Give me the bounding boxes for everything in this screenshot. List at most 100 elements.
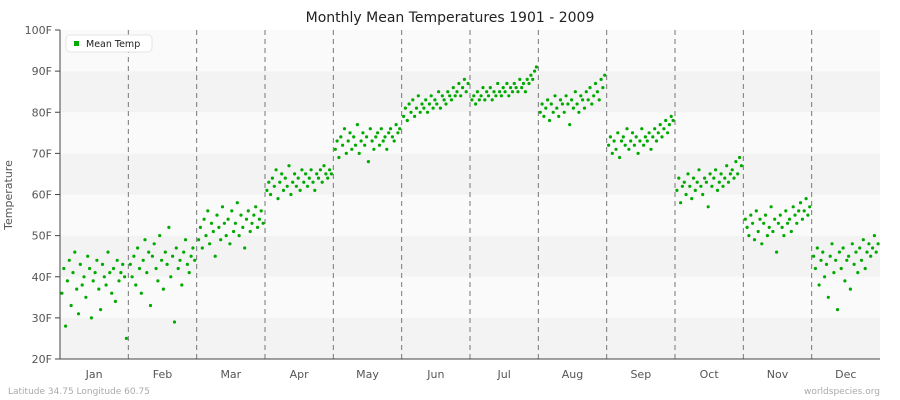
data-point — [457, 81, 461, 86]
data-point — [479, 94, 483, 98]
x-tick-label: Apr — [290, 368, 310, 381]
data-point — [200, 246, 204, 250]
data-point — [638, 139, 642, 143]
data-point — [413, 114, 417, 118]
source-link[interactable]: worldspecies.org — [804, 387, 880, 397]
data-point — [176, 266, 180, 271]
data-point — [571, 106, 576, 110]
y-tick-label: 80F — [32, 106, 52, 119]
data-point — [481, 86, 485, 90]
data-point — [664, 118, 668, 123]
data-point — [78, 262, 82, 266]
data-point — [581, 98, 585, 102]
data-point — [156, 279, 160, 283]
data-point — [501, 86, 505, 90]
data-point — [350, 147, 354, 151]
data-point — [324, 172, 328, 176]
data-point — [437, 90, 441, 94]
data-point — [521, 81, 526, 86]
data-point — [348, 131, 352, 135]
data-point — [396, 131, 400, 135]
data-point — [73, 250, 77, 254]
data-point — [490, 98, 494, 102]
chart-title: Monthly Mean Temperatures 1901 - 2009 — [306, 10, 595, 26]
data-point — [80, 283, 84, 287]
data-point — [557, 114, 561, 118]
data-point — [518, 77, 522, 81]
data-point — [710, 184, 714, 188]
data-point — [352, 135, 356, 139]
data-point — [824, 262, 829, 266]
data-point — [516, 90, 520, 94]
data-point — [246, 209, 250, 213]
data-point — [65, 279, 69, 283]
data-point — [492, 90, 496, 94]
data-point — [845, 258, 849, 262]
data-point — [586, 98, 590, 102]
data-point — [662, 127, 666, 131]
data-point — [695, 180, 699, 184]
data-point — [464, 90, 468, 94]
data-point — [763, 213, 768, 217]
data-point — [651, 135, 655, 139]
data-point — [806, 213, 810, 217]
y-tick-label: 40F — [32, 271, 52, 284]
data-point — [839, 266, 843, 271]
data-point — [841, 246, 845, 250]
data-point — [355, 123, 359, 127]
data-point — [298, 188, 302, 192]
y-tick-label: 50F — [32, 230, 52, 243]
data-point — [228, 242, 232, 246]
data-point — [239, 213, 243, 217]
data-point — [703, 176, 707, 180]
data-point — [590, 102, 594, 106]
data-point — [193, 258, 197, 262]
data-point — [285, 184, 289, 188]
data-point — [459, 94, 463, 98]
data-point — [71, 271, 75, 275]
data-point — [294, 184, 298, 188]
data-point — [542, 114, 546, 118]
data-point — [865, 250, 869, 254]
data-point — [743, 217, 747, 221]
data-point — [158, 234, 162, 238]
data-point — [329, 172, 333, 176]
data-point — [752, 238, 757, 242]
data-point — [472, 94, 476, 98]
data-point — [213, 254, 217, 258]
data-point — [318, 168, 322, 172]
data-point — [160, 258, 164, 262]
data-point — [483, 98, 487, 102]
data-point — [353, 143, 358, 147]
x-tick-label: Aug — [562, 368, 583, 381]
data-point — [593, 81, 598, 86]
data-point — [834, 258, 838, 262]
data-point — [778, 213, 782, 217]
data-point — [248, 229, 252, 234]
data-point — [368, 127, 372, 131]
data-point — [431, 106, 435, 110]
y-tick-label: 70F — [32, 147, 52, 160]
data-point — [706, 205, 710, 209]
data-point — [649, 147, 653, 151]
data-point — [630, 131, 635, 135]
data-point — [136, 246, 140, 250]
data-point — [455, 90, 459, 94]
data-point — [424, 98, 428, 102]
data-point — [475, 90, 479, 94]
data-point — [582, 106, 587, 110]
data-point — [745, 225, 749, 229]
data-point — [291, 180, 295, 184]
data-point — [634, 135, 638, 139]
data-point — [117, 279, 121, 283]
data-point — [732, 176, 736, 180]
data-point — [280, 172, 284, 176]
data-point — [564, 94, 568, 98]
data-point — [584, 90, 588, 94]
data-point — [76, 312, 81, 316]
data-point — [699, 184, 703, 188]
data-point — [551, 110, 555, 114]
data-point — [621, 135, 625, 139]
data-point — [837, 250, 842, 254]
data-point — [804, 197, 808, 201]
